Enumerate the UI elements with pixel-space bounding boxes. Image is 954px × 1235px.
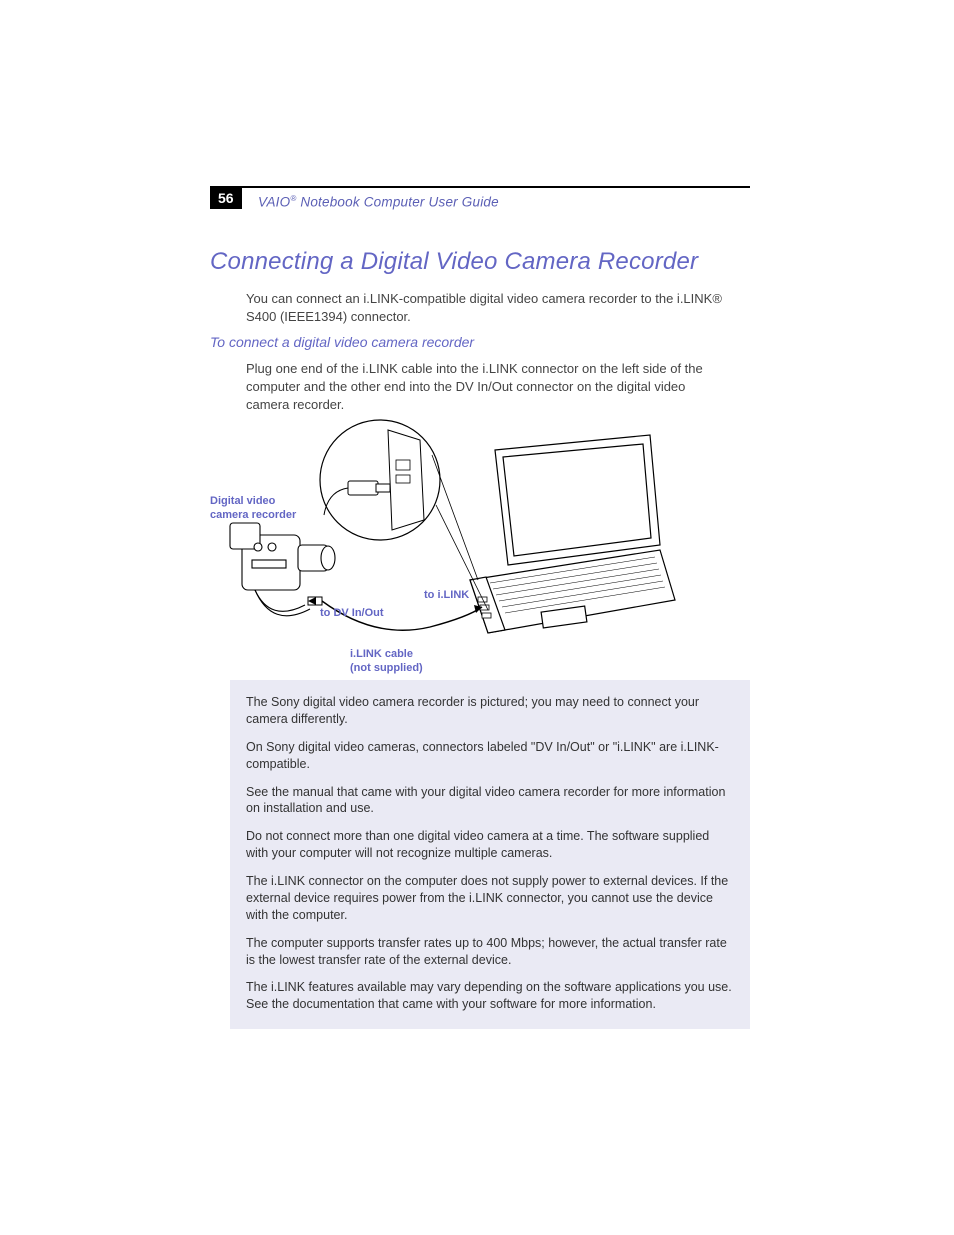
note-item: The computer supports transfer rates up … — [246, 935, 734, 969]
notes-box: The Sony digital video camera recorder i… — [230, 680, 750, 1029]
page-title: Connecting a Digital Video Camera Record… — [210, 248, 698, 276]
label-to-dv: to DV In/Out — [320, 607, 384, 621]
note-item: The Sony digital video camera recorder i… — [246, 694, 734, 728]
label-cable: i.LINK cable(not supplied) — [350, 648, 423, 676]
callout-zoom — [320, 420, 488, 610]
header-rule — [210, 186, 750, 188]
running-title-prefix: VAIO — [258, 195, 290, 210]
note-item: The i.LINK features available may vary d… — [246, 979, 734, 1013]
note-item: On Sony digital video cameras, connector… — [246, 739, 734, 773]
note-item: See the manual that came with your digit… — [246, 784, 734, 818]
page-number: 56 — [210, 188, 242, 209]
laptop-illustration — [470, 435, 675, 633]
intro-text: You can connect an i.LINK-compatible dig… — [246, 291, 722, 324]
note-item: The i.LINK connector on the computer doe… — [246, 873, 734, 924]
label-to-ilink: to i.LINK — [424, 589, 469, 603]
note-item: Do not connect more than one digital vid… — [246, 828, 734, 862]
diagram-svg — [210, 405, 750, 665]
label-camera: Digital videocamera recorder — [210, 495, 300, 523]
section-subhead: To connect a digital video camera record… — [210, 334, 474, 350]
running-header: VAIO® Notebook Computer User Guide — [258, 194, 499, 210]
running-title-rest: Notebook Computer User Guide — [296, 195, 498, 210]
intro-paragraph: You can connect an i.LINK-compatible dig… — [246, 290, 726, 326]
connection-diagram: Digital videocamera recorder to i.LINK t… — [210, 405, 750, 665]
